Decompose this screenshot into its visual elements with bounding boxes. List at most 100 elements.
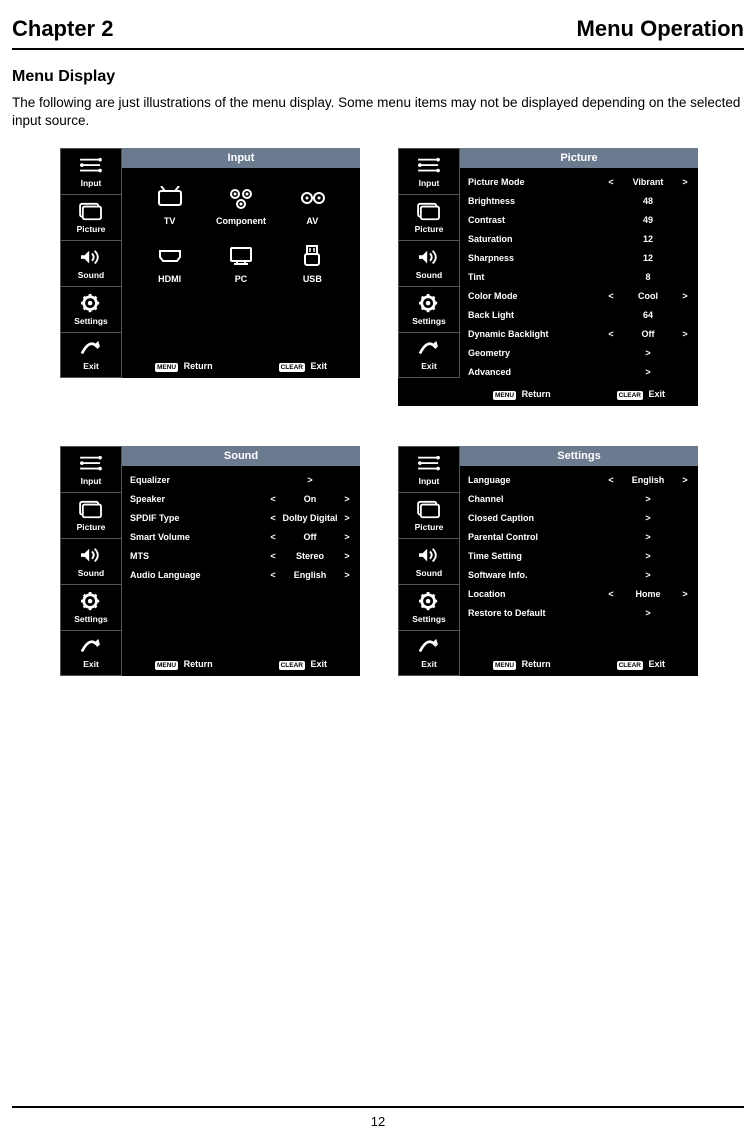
- menu-row[interactable]: Restore to Default >: [468, 605, 690, 620]
- exit-icon: [78, 637, 104, 657]
- menu-row[interactable]: Sharpness 12: [468, 250, 690, 265]
- sidebar-item-sound[interactable]: Sound: [60, 538, 122, 584]
- intro-text: The following are just illustrations of …: [12, 94, 744, 130]
- row-value: 48: [616, 196, 680, 206]
- page-number: 12: [0, 1114, 756, 1129]
- menu-row[interactable]: Tint 8: [468, 269, 690, 284]
- row-next[interactable]: >: [342, 551, 352, 561]
- sidebar-item-input[interactable]: Input: [60, 446, 122, 492]
- source-label: HDMI: [158, 274, 181, 284]
- sidebar-item-settings[interactable]: Settings: [398, 584, 460, 630]
- input-source[interactable]: AV: [277, 186, 348, 226]
- sidebar-item-exit[interactable]: Exit: [60, 630, 122, 676]
- menu-row[interactable]: Time Setting >: [468, 548, 690, 563]
- menu-row[interactable]: Advanced >: [468, 364, 690, 379]
- row-next[interactable]: >: [342, 494, 352, 504]
- row-next[interactable]: >: [342, 570, 352, 580]
- row-prev[interactable]: <: [268, 494, 278, 504]
- row-value: >: [616, 513, 680, 523]
- input-source[interactable]: TV: [134, 186, 205, 226]
- source-label: PC: [235, 274, 248, 284]
- row-next[interactable]: >: [680, 589, 690, 599]
- row-next[interactable]: >: [680, 475, 690, 485]
- menu-row[interactable]: Channel >: [468, 491, 690, 506]
- input-source[interactable]: Component: [205, 186, 276, 226]
- sidebar-item-input[interactable]: Input: [398, 148, 460, 194]
- menu-body: Equalizer > Speaker < On > SPDIF Type < …: [122, 466, 360, 655]
- menu-row[interactable]: Saturation 12: [468, 231, 690, 246]
- row-next[interactable]: >: [680, 177, 690, 187]
- sidebar-item-sound[interactable]: Sound: [60, 240, 122, 286]
- sidebar-item-picture[interactable]: Picture: [398, 492, 460, 538]
- menu-row[interactable]: Closed Caption >: [468, 510, 690, 525]
- sidebar-item-exit[interactable]: Exit: [60, 332, 122, 378]
- picture-icon: [416, 202, 442, 222]
- row-value: English: [616, 475, 680, 485]
- row-prev[interactable]: <: [268, 513, 278, 523]
- menu-row[interactable]: Software Info. >: [468, 567, 690, 582]
- menu-row[interactable]: MTS < Stereo >: [130, 548, 352, 563]
- row-prev[interactable]: <: [606, 589, 616, 599]
- input-source[interactable]: HDMI: [134, 244, 205, 284]
- row-label: Dynamic Backlight: [468, 329, 606, 339]
- sidebar-item-picture[interactable]: Picture: [60, 194, 122, 240]
- row-prev[interactable]: <: [606, 475, 616, 485]
- menu-row[interactable]: Brightness 48: [468, 193, 690, 208]
- sidebar-item-settings[interactable]: Settings: [60, 584, 122, 630]
- menu-sidebar: Input Picture Sound Settings Exit: [60, 446, 122, 676]
- row-next[interactable]: >: [342, 513, 352, 523]
- row-prev[interactable]: <: [268, 551, 278, 561]
- menu-row[interactable]: Smart Volume < Off >: [130, 529, 352, 544]
- menu-row[interactable]: Geometry >: [468, 345, 690, 360]
- row-prev[interactable]: <: [606, 177, 616, 187]
- row-prev[interactable]: <: [606, 329, 616, 339]
- row-value: 12: [616, 234, 680, 244]
- menu-row[interactable]: Equalizer >: [130, 472, 352, 487]
- sidebar-item-settings[interactable]: Settings: [60, 286, 122, 332]
- sidebar-item-input[interactable]: Input: [60, 148, 122, 194]
- sidebar-item-exit[interactable]: Exit: [398, 332, 460, 378]
- row-prev[interactable]: <: [606, 291, 616, 301]
- row-value: >: [616, 494, 680, 504]
- menu-tag: MENU: [493, 661, 516, 670]
- settings-menu: Input Picture Sound Settings Exit Settin…: [398, 446, 698, 676]
- row-value: Dolby Digital: [278, 513, 342, 523]
- menu-row[interactable]: Speaker < On >: [130, 491, 352, 506]
- menu-row[interactable]: Audio Language < English >: [130, 567, 352, 582]
- input-source[interactable]: USB: [277, 244, 348, 284]
- sound-icon: [416, 546, 442, 566]
- menu-row[interactable]: Color Mode < Cool >: [468, 288, 690, 303]
- input-icon: [416, 454, 442, 474]
- sidebar-item-picture[interactable]: Picture: [398, 194, 460, 240]
- row-value: >: [616, 608, 680, 618]
- row-label: Back Light: [468, 310, 606, 320]
- row-label: Restore to Default: [468, 608, 606, 618]
- row-prev[interactable]: <: [268, 532, 278, 542]
- row-prev[interactable]: <: [268, 570, 278, 580]
- sidebar-item-exit[interactable]: Exit: [398, 630, 460, 676]
- menu-row[interactable]: Language < English >: [468, 472, 690, 487]
- menu-row[interactable]: SPDIF Type < Dolby Digital >: [130, 510, 352, 525]
- menu-row[interactable]: Parental Control >: [468, 529, 690, 544]
- row-next[interactable]: >: [680, 291, 690, 301]
- menu-row[interactable]: Dynamic Backlight < Off >: [468, 326, 690, 341]
- menu-row[interactable]: Location < Home >: [468, 586, 690, 601]
- source-icon: [154, 244, 186, 268]
- sidebar-item-picture[interactable]: Picture: [60, 492, 122, 538]
- menu-row[interactable]: Back Light 64: [468, 307, 690, 322]
- menu-title: Picture: [460, 148, 698, 168]
- sidebar-item-input[interactable]: Input: [398, 446, 460, 492]
- menu-row[interactable]: Contrast 49: [468, 212, 690, 227]
- row-label: Equalizer: [130, 475, 268, 485]
- sidebar-item-settings[interactable]: Settings: [398, 286, 460, 332]
- row-label: Time Setting: [468, 551, 606, 561]
- sidebar-item-sound[interactable]: Sound: [398, 538, 460, 584]
- clear-tag: CLEAR: [279, 661, 305, 670]
- row-next[interactable]: >: [342, 532, 352, 542]
- menu-row[interactable]: Picture Mode < Vibrant >: [468, 174, 690, 189]
- row-next[interactable]: >: [680, 329, 690, 339]
- row-label: Channel: [468, 494, 606, 504]
- sidebar-item-sound[interactable]: Sound: [398, 240, 460, 286]
- row-value: 8: [616, 272, 680, 282]
- input-source[interactable]: PC: [205, 244, 276, 284]
